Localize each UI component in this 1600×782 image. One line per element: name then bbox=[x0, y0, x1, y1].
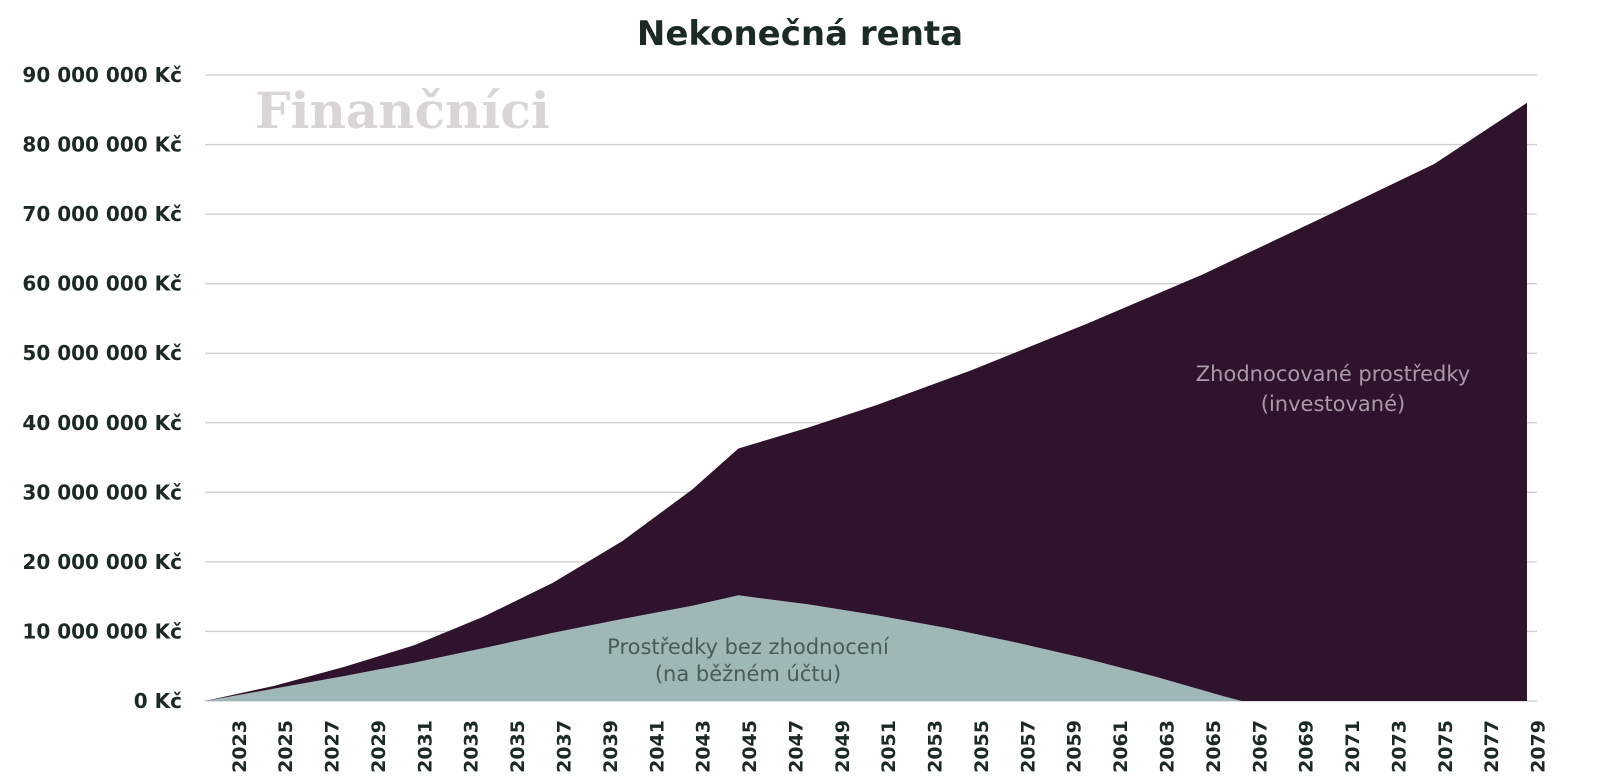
x-tick-label-21: 2065 bbox=[1203, 720, 1225, 773]
invested-area bbox=[205, 102, 1527, 702]
x-tick-label-14: 2051 bbox=[878, 720, 900, 773]
x-tick-label-9: 2041 bbox=[646, 720, 668, 773]
chart-title: Nekonečná renta bbox=[637, 14, 963, 54]
x-tick-label-13: 2049 bbox=[832, 720, 854, 773]
x-tick-label-18: 2059 bbox=[1064, 720, 1086, 773]
x-tick-label-22: 2067 bbox=[1249, 720, 1271, 773]
x-tick-label-7: 2037 bbox=[553, 720, 575, 773]
x-tick-label-2: 2027 bbox=[322, 720, 344, 773]
x-tick-label-6: 2035 bbox=[507, 720, 529, 773]
x-tick-label-12: 2047 bbox=[785, 720, 807, 773]
y-tick-label-5: 50 000 000 Kč bbox=[22, 341, 182, 365]
cash-series-label-line2: (na běžném účtu) bbox=[655, 662, 841, 686]
x-tick-label-5: 2033 bbox=[461, 720, 483, 773]
invested-series-label-line2: (investované) bbox=[1261, 392, 1405, 416]
x-tick-label-17: 2057 bbox=[1017, 720, 1039, 773]
cash-series-label-line1: Prostředky bez zhodnocení bbox=[607, 635, 890, 659]
x-tick-label-1: 2025 bbox=[275, 720, 297, 773]
x-tick-label-0: 2023 bbox=[229, 720, 251, 773]
x-tick-label-19: 2061 bbox=[1110, 720, 1132, 773]
y-tick-label-0: 0 Kč bbox=[134, 689, 182, 713]
invested-series-label-line1: Zhodnocované prostředky bbox=[1196, 362, 1470, 386]
y-tick-label-9: 90 000 000 Kč bbox=[22, 63, 182, 87]
cash-area bbox=[205, 595, 1527, 701]
x-tick-label-4: 2031 bbox=[414, 720, 436, 773]
x-tick-label-16: 2055 bbox=[971, 720, 993, 773]
x-tick-label-20: 2063 bbox=[1157, 720, 1179, 773]
y-tick-label-4: 40 000 000 Kč bbox=[22, 411, 182, 435]
y-tick-label-7: 70 000 000 Kč bbox=[22, 202, 182, 226]
x-tick-label-24: 2071 bbox=[1342, 720, 1364, 773]
series-areas bbox=[205, 102, 1527, 702]
x-tick-label-28: 2079 bbox=[1528, 720, 1550, 773]
y-tick-label-3: 30 000 000 Kč bbox=[22, 480, 182, 504]
y-tick-label-8: 80 000 000 Kč bbox=[22, 133, 182, 157]
y-tick-label-1: 10 000 000 Kč bbox=[22, 619, 182, 643]
x-tick-label-15: 2053 bbox=[925, 720, 947, 773]
x-tick-label-23: 2069 bbox=[1296, 720, 1318, 773]
x-tick-label-8: 2039 bbox=[600, 720, 622, 773]
y-axis-tick-labels: 0 Kč 10 000 000 Kč 20 000 000 Kč 30 000 000… bbox=[22, 63, 182, 713]
x-tick-label-25: 2073 bbox=[1388, 720, 1410, 773]
x-tick-label-10: 2043 bbox=[693, 720, 715, 773]
x-tick-label-26: 2075 bbox=[1435, 720, 1457, 773]
y-tick-label-6: 60 000 000 Kč bbox=[22, 272, 182, 296]
y-tick-label-2: 20 000 000 Kč bbox=[22, 550, 182, 574]
x-tick-label-11: 2045 bbox=[739, 720, 761, 773]
watermark-logo: Finančníci bbox=[255, 81, 550, 140]
x-axis-tick-labels: 2023 2025 2027 2029 2031 2033 2035 2037 2039 2041… bbox=[229, 720, 1550, 773]
x-tick-label-3: 2029 bbox=[368, 720, 390, 773]
x-tick-label-27: 2077 bbox=[1481, 720, 1503, 773]
